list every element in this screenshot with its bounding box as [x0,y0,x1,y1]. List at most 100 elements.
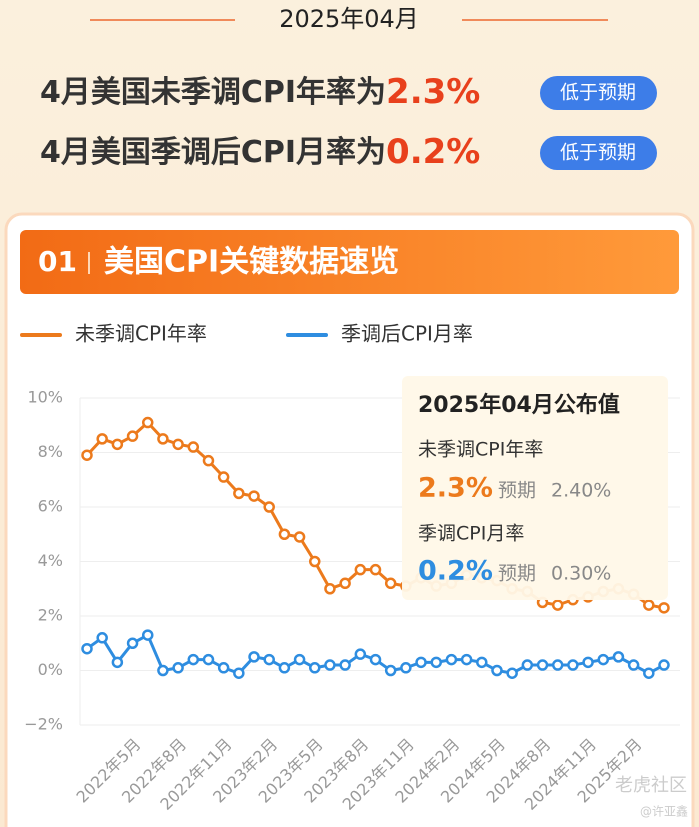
point [202,454,215,467]
tooltip: 2025年04月公布值 未季调CPI年率 2.3% 预期 2.40% 季调CPI… [402,376,668,600]
point [263,653,275,666]
point [567,659,579,671]
headline-value: 2.3% [386,72,480,112]
point [445,653,458,666]
point [157,433,169,445]
headline: 4月美国季调后CPI月率为0.2% [40,132,480,172]
point [278,528,291,540]
y-tick-label: 10% [27,388,63,407]
point [309,555,321,568]
point [278,662,291,674]
header-date: 2025年04月 [279,5,419,33]
point [309,662,321,674]
point [491,664,503,677]
point [658,602,670,614]
point [96,632,108,644]
point [369,653,382,666]
tooltip-label: 季调CPI月率 [418,523,524,545]
point [324,659,336,671]
point [248,651,260,663]
point [81,449,93,461]
point [172,438,184,451]
y-tick-label: 2% [38,606,63,625]
point [111,438,124,451]
point [643,667,655,679]
watermark: @许亚鑫 [640,804,688,819]
point [354,648,367,660]
point [217,471,230,483]
legend-label: 季调后CPI月率 [341,322,473,346]
point [612,651,625,663]
headline-text: 4月美国未季调CPI年率为 [40,75,386,110]
point [339,659,351,671]
point [81,642,93,655]
y-tick-label: 4% [38,551,63,570]
headline: 4月美国未季调CPI年率为2.3% [40,72,480,112]
point [506,667,518,679]
section-banner [20,230,679,294]
point [172,662,184,674]
point [384,664,397,677]
tooltip-expect: 2.40% [551,480,611,502]
y-tick-label: −2% [24,715,63,734]
point [233,487,245,500]
point [141,629,154,641]
tooltip-title: 2025年04月公布值 [418,392,620,418]
point [521,659,534,671]
point [476,656,488,669]
point [324,583,336,595]
section-number: 01 [38,245,77,278]
point [369,563,382,576]
point [536,659,549,671]
point [293,531,306,543]
point [627,659,640,671]
tooltip-expect: 0.30% [551,563,611,585]
badge [540,76,657,110]
badge-text: 低于预期 [560,82,636,104]
card [4,212,695,827]
point [430,656,442,669]
point [217,662,230,674]
point [202,653,215,666]
point [597,653,610,666]
watermark: 老虎社区 [615,775,687,796]
point [141,416,154,429]
point [384,577,397,590]
y-tick-label: 8% [38,442,63,461]
badge-text: 低于预期 [560,142,636,164]
point [126,430,139,442]
headline-value: 0.2% [386,132,480,172]
y-tick-label: 6% [38,497,63,516]
tooltip-expect-label: 预期 [498,480,536,502]
point [460,653,473,666]
headline-text: 4月美国季调后CPI月率为 [40,135,386,170]
tooltip-value: 2.3% [418,473,493,504]
tooltip-label: 未季调CPI年率 [418,439,543,461]
point [157,664,169,677]
point [582,656,594,669]
tooltip-value: 0.2% [418,556,493,587]
tooltip-expect-label: 预期 [498,563,536,585]
point [96,433,108,445]
point [551,659,564,671]
point [293,653,306,666]
point [354,563,367,576]
point [126,637,139,649]
point [643,599,655,611]
point [400,662,412,674]
point [248,490,260,502]
point [111,656,124,669]
badge [540,136,657,170]
point [233,667,245,679]
y-tick-label: 0% [38,660,63,679]
point [658,659,670,671]
point [551,599,564,611]
point [415,656,427,669]
point [187,441,200,453]
tooltip-box [402,376,668,600]
point [187,653,200,666]
point [339,577,351,590]
section-title: 美国CPI关键数据速览 [104,245,399,280]
point [263,501,275,513]
